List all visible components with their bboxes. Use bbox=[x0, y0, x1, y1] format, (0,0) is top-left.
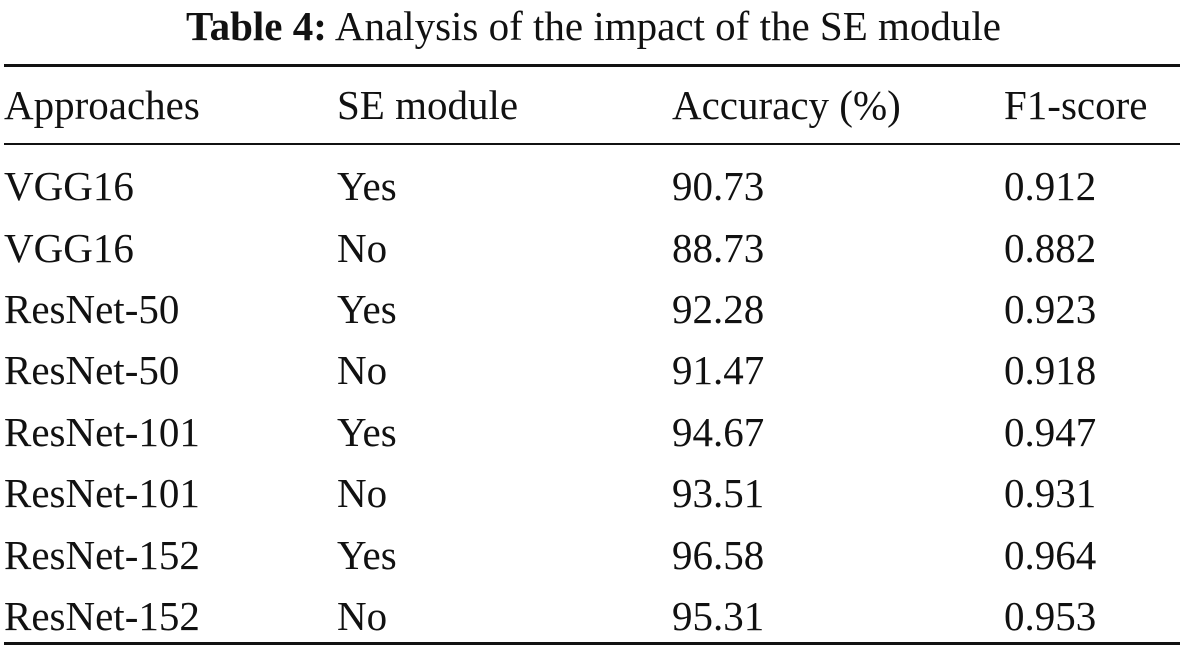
cell-f1-score: 0.953 bbox=[1004, 592, 1097, 639]
table-caption: Table 4: Analysis of the impact of the S… bbox=[0, 0, 1187, 52]
table-row: ResNet-152 No 95.31 0.953 bbox=[4, 586, 1180, 647]
cell-approach: VGG16 bbox=[4, 224, 134, 271]
cell-approach: ResNet-152 bbox=[4, 531, 200, 578]
cell-se-module: No bbox=[337, 592, 388, 639]
cell-accuracy: 88.73 bbox=[672, 224, 765, 271]
header-se-module: SE module bbox=[337, 82, 519, 128]
cell-se-module: Yes bbox=[337, 285, 397, 332]
cell-f1-score: 0.923 bbox=[1004, 285, 1097, 332]
cell-approach: ResNet-101 bbox=[4, 470, 200, 517]
table-row: ResNet-101 No 93.51 0.931 bbox=[4, 463, 1180, 524]
cell-approach: ResNet-50 bbox=[4, 347, 180, 394]
table-row: ResNet-50 No 91.47 0.918 bbox=[4, 340, 1180, 401]
cell-f1-score: 0.931 bbox=[1004, 470, 1097, 517]
cell-accuracy: 95.31 bbox=[672, 592, 765, 639]
cell-accuracy: 90.73 bbox=[672, 163, 765, 210]
cell-approach: ResNet-101 bbox=[4, 408, 200, 455]
cell-f1-score: 0.912 bbox=[1004, 163, 1097, 210]
table-row: ResNet-101 Yes 94.67 0.947 bbox=[4, 402, 1180, 463]
cell-f1-score: 0.918 bbox=[1004, 347, 1097, 394]
table-bottom-rule bbox=[4, 642, 1180, 645]
table-row: VGG16 Yes 90.73 0.912 bbox=[4, 156, 1180, 217]
table-caption-text: Analysis of the impact of the SE module bbox=[334, 3, 1002, 49]
table-body: VGG16 Yes 90.73 0.912 VGG16 No 88.73 0.882 ResNe… bbox=[4, 144, 1180, 647]
header-f1-score: F1-score bbox=[1004, 82, 1148, 128]
header-approaches: Approaches bbox=[4, 82, 200, 128]
table-row: ResNet-50 Yes 92.28 0.923 bbox=[4, 279, 1180, 340]
cell-se-module: No bbox=[337, 347, 388, 394]
table-row: VGG16 No 88.73 0.882 bbox=[4, 217, 1180, 278]
cell-approach: VGG16 bbox=[4, 163, 134, 210]
cell-accuracy: 94.67 bbox=[672, 408, 765, 455]
cell-se-module: Yes bbox=[337, 408, 397, 455]
table-header-row: Approaches SE module Accuracy (%) F1-sco… bbox=[4, 66, 1180, 144]
results-table: Approaches SE module Accuracy (%) F1-sco… bbox=[4, 0, 1180, 647]
cell-accuracy: 92.28 bbox=[672, 285, 765, 332]
table-caption-label: Table 4: bbox=[185, 3, 327, 49]
cell-f1-score: 0.964 bbox=[1004, 531, 1097, 578]
table-header-rule bbox=[4, 143, 1180, 145]
cell-se-module: Yes bbox=[337, 531, 397, 578]
cell-approach: ResNet-152 bbox=[4, 592, 200, 639]
cell-accuracy: 93.51 bbox=[672, 470, 765, 517]
cell-se-module: No bbox=[337, 224, 388, 271]
cell-se-module: No bbox=[337, 470, 388, 517]
cell-accuracy: 96.58 bbox=[672, 531, 765, 578]
table-top-rule bbox=[4, 64, 1180, 67]
table-row: ResNet-152 Yes 96.58 0.964 bbox=[4, 524, 1180, 585]
cell-accuracy: 91.47 bbox=[672, 347, 765, 394]
cell-se-module: Yes bbox=[337, 163, 397, 210]
cell-approach: ResNet-50 bbox=[4, 285, 180, 332]
header-accuracy: Accuracy (%) bbox=[672, 82, 901, 128]
cell-f1-score: 0.947 bbox=[1004, 408, 1097, 455]
cell-f1-score: 0.882 bbox=[1004, 224, 1097, 271]
